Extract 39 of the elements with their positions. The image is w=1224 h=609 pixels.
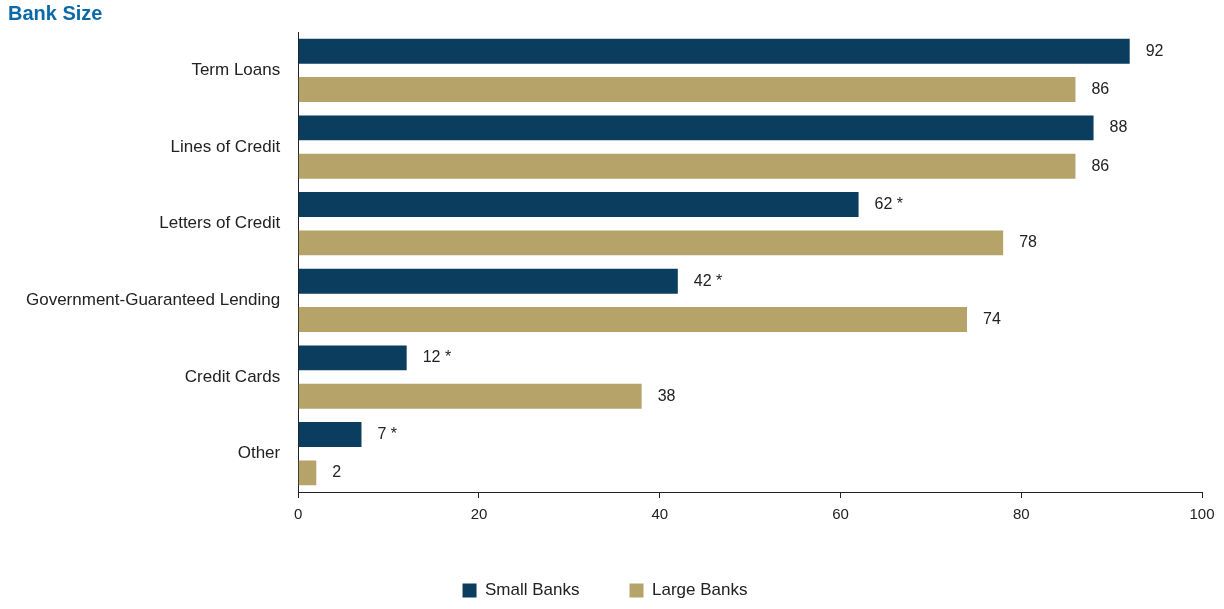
bar bbox=[298, 307, 968, 332]
data-label: 42 * bbox=[693, 271, 723, 289]
bar bbox=[298, 422, 362, 447]
data-label: 7 * bbox=[377, 424, 398, 442]
x-tick-label: 0 bbox=[294, 505, 303, 523]
bar bbox=[298, 230, 1004, 256]
bar bbox=[298, 153, 1076, 179]
data-label: 74 bbox=[983, 309, 1001, 327]
bar bbox=[298, 460, 317, 486]
bar bbox=[298, 192, 859, 217]
x-tick-label: 20 bbox=[470, 505, 488, 523]
legend-label: Small Banks bbox=[485, 580, 580, 600]
y-tick-label: Government-Guaranteed Lending bbox=[25, 290, 281, 310]
x-tick-label: 100 bbox=[1189, 505, 1215, 523]
bar bbox=[298, 77, 1076, 102]
data-label: 86 bbox=[1091, 156, 1110, 174]
x-tick-label: 80 bbox=[1012, 505, 1030, 523]
y-tick-label: Term Loans bbox=[191, 60, 281, 80]
legend-label: Large Banks bbox=[652, 580, 748, 600]
bar bbox=[298, 38, 1130, 64]
bar bbox=[298, 115, 1094, 141]
data-label: 78 bbox=[1019, 233, 1038, 251]
data-label: 92 bbox=[1145, 41, 1164, 59]
y-tick-label: Letters of Credit bbox=[159, 213, 281, 233]
data-label: 2 bbox=[332, 463, 342, 481]
x-tick-label: 60 bbox=[832, 505, 849, 523]
data-label: 62 * bbox=[874, 194, 904, 212]
x-tick-label: 40 bbox=[651, 505, 669, 523]
text: Bank Size bbox=[8, 1, 103, 24]
y-tick-label: Credit Cards bbox=[184, 366, 281, 386]
data-label: 12 * bbox=[422, 348, 452, 366]
bar bbox=[298, 268, 678, 294]
y-tick-label: Other bbox=[237, 443, 281, 463]
bar bbox=[298, 383, 642, 409]
y-tick-label: Lines of Credit bbox=[170, 136, 281, 156]
data-label: 38 bbox=[657, 386, 676, 404]
data-label: 88 bbox=[1109, 118, 1128, 136]
data-label: 86 bbox=[1091, 79, 1110, 97]
bar bbox=[298, 345, 407, 371]
